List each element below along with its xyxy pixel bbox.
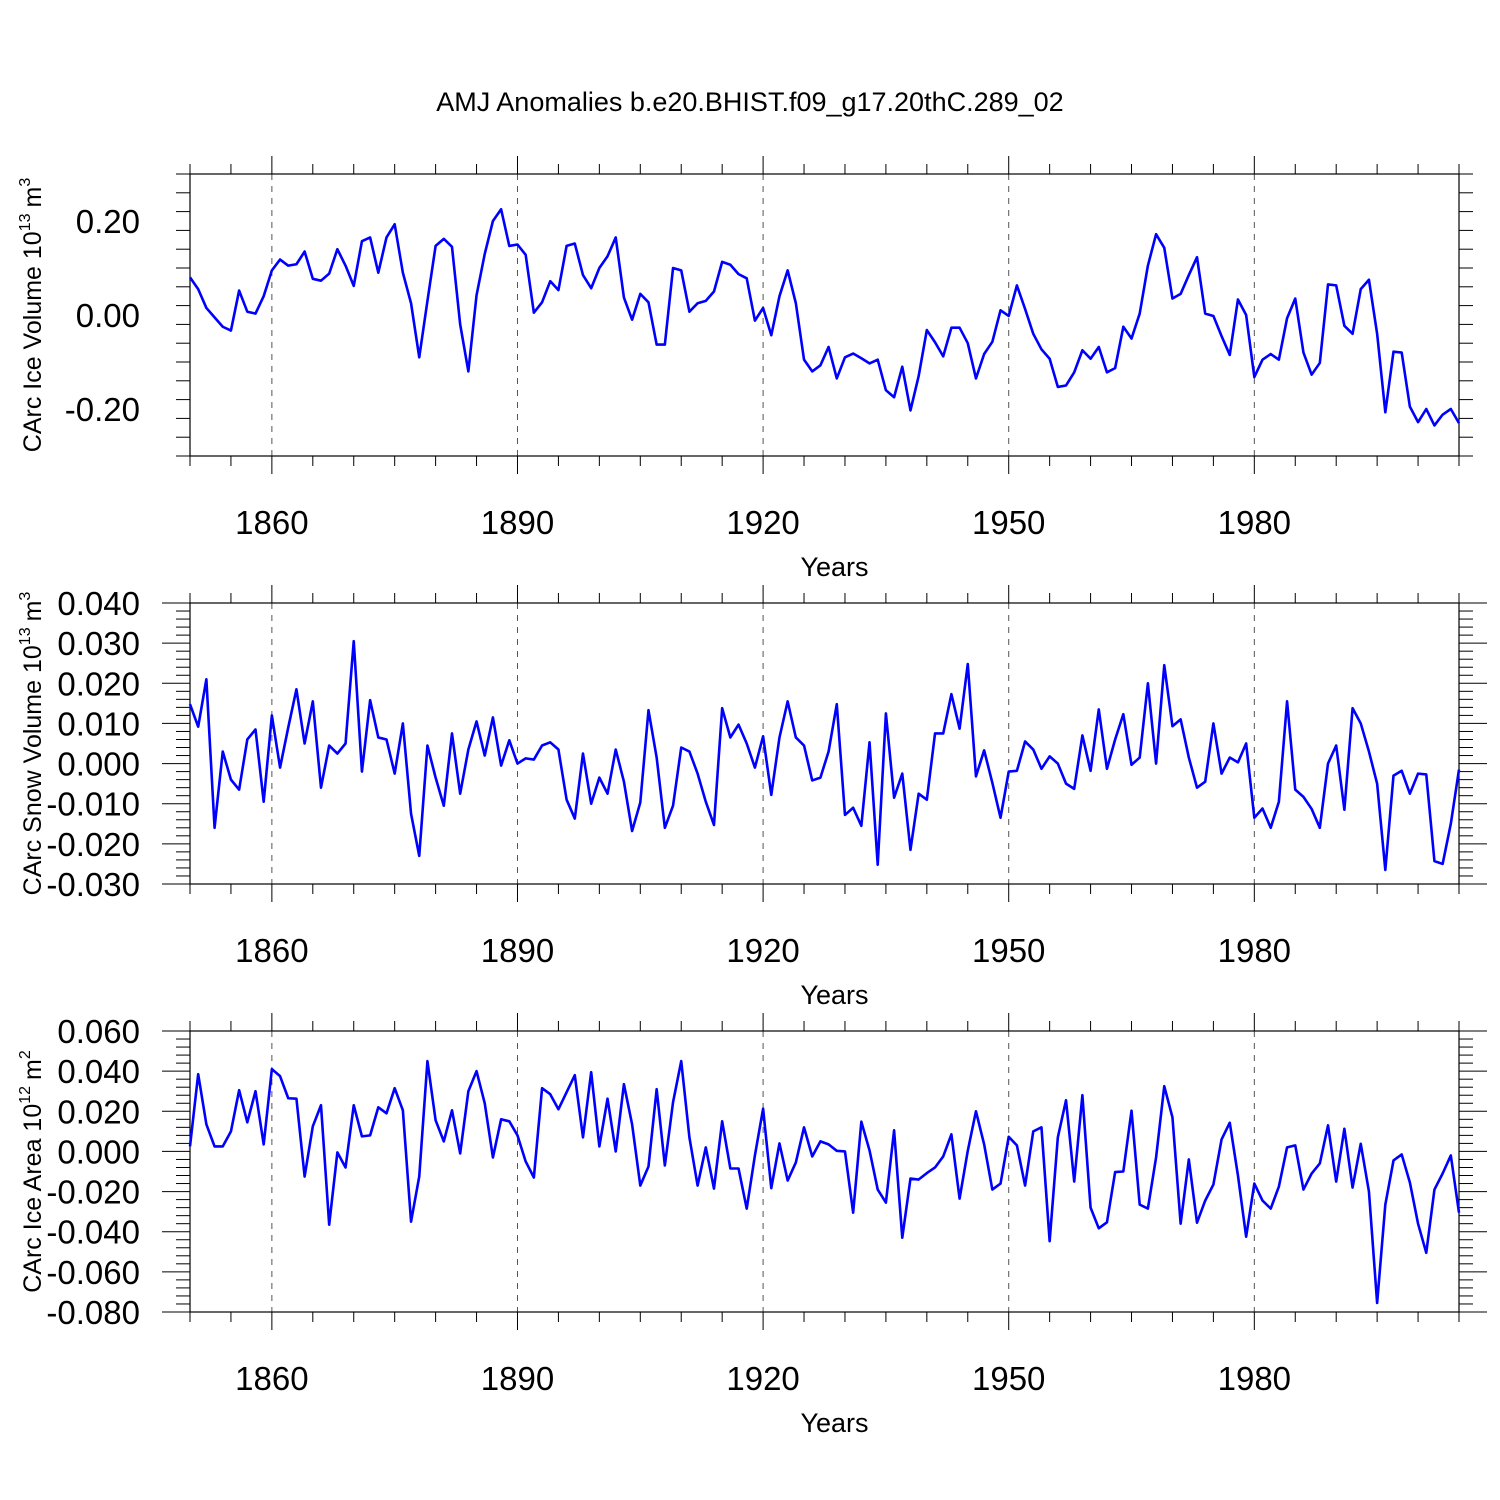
y-axis-label-exponent: 12 (17, 1086, 34, 1104)
y-tick-label: 0.040 (57, 585, 140, 622)
series-line-ice-area (188, 1059, 1461, 1305)
y-axis-label-unit: m (19, 187, 47, 208)
x-tick-label: 1920 (726, 1360, 799, 1397)
y-tick-label: 0.000 (57, 1133, 140, 1170)
x-tick-label: 1920 (726, 504, 799, 541)
x-axis-label: Years (800, 980, 868, 1010)
y-tick-label: 0.000 (57, 746, 140, 783)
y-axis-label-exponent: 13 (17, 627, 34, 645)
y-tick-label: -0.030 (46, 866, 140, 903)
y-tick-label: 0.010 (57, 705, 140, 742)
plot-frame (189, 1030, 1460, 1313)
y-axis-label-unit: m (19, 1059, 47, 1080)
series-line-snow-volume (188, 639, 1461, 872)
x-axis-label: Years (800, 1408, 868, 1438)
chart-title: AMJ Anomalies b.e20.BHIST.f09_g17.20thC.… (436, 87, 1063, 117)
x-tick-label: 1890 (481, 504, 554, 541)
y-tick-label: 0.00 (76, 297, 140, 334)
y-tick-label: 0.020 (57, 1093, 140, 1130)
panel-ice-volume: 1860 1890 1920 1950 1980 0.20 0.00 -0.20 Years CA… (17, 156, 1473, 582)
y-axis-label: CArc Ice Volume 1013 m3 (17, 178, 47, 453)
x-tick-label: 1980 (1218, 504, 1291, 541)
y-axis-label-main: CArc Ice Area 10 (19, 1104, 47, 1293)
y-axis-label-main: CArc Snow Volume 10 (19, 645, 47, 895)
y-axis-label-unit-exponent: 3 (17, 178, 34, 187)
panel-snow-volume: 1860 1890 1920 1950 1980 0.0400.0300.0200.010… (17, 585, 1487, 1010)
y-tick-label: 0.020 (57, 665, 140, 702)
y-tick-label: 0.060 (57, 1013, 140, 1050)
plot-frame (189, 173, 1460, 457)
x-axis-label: Years (800, 552, 868, 582)
y-axis-label-unit-exponent: 2 (17, 1050, 34, 1059)
y-axis-label-unit: m (19, 601, 47, 622)
y-tick-label: 0.20 (76, 203, 140, 240)
y-tick-label: -0.020 (46, 826, 140, 863)
x-tick-label: 1860 (235, 1360, 308, 1397)
y-tick-label: -0.020 (46, 1174, 140, 1211)
y-tick-label: -0.010 (46, 786, 140, 823)
x-tick-label: 1920 (726, 932, 799, 969)
y-tick-label: 0.030 (57, 625, 140, 662)
y-tick-label: 0.040 (57, 1053, 140, 1090)
x-tick-label: 1950 (972, 504, 1045, 541)
x-tick-label: 1950 (972, 1360, 1045, 1397)
y-axis-label-main: CArc Ice Volume 10 (19, 231, 47, 452)
y-axis-label-exponent: 13 (17, 213, 34, 231)
series-line-ice-volume (188, 207, 1461, 427)
x-tick-label: 1890 (481, 932, 554, 969)
x-tick-label: 1980 (1218, 932, 1291, 969)
y-tick-label: -0.040 (46, 1214, 140, 1251)
y-axis-label: CArc Snow Volume 1013 m3 (17, 592, 47, 896)
x-tick-label: 1860 (235, 504, 308, 541)
x-tick-label: 1860 (235, 932, 308, 969)
panel-ice-area: 1860 1890 1920 1950 1980 0.0600.0400.0200.000… (17, 1013, 1487, 1438)
y-tick-label: -0.080 (46, 1294, 140, 1331)
y-axis-label: CArc Ice Area 1012 m2 (17, 1050, 47, 1293)
y-axis-label-unit-exponent: 3 (17, 592, 34, 601)
x-tick-label: 1950 (972, 932, 1045, 969)
plot-frame (189, 602, 1460, 885)
y-tick-label: -0.060 (46, 1254, 140, 1291)
x-tick-label: 1980 (1218, 1360, 1291, 1397)
y-tick-label: -0.20 (65, 391, 140, 428)
x-tick-label: 1890 (481, 1360, 554, 1397)
